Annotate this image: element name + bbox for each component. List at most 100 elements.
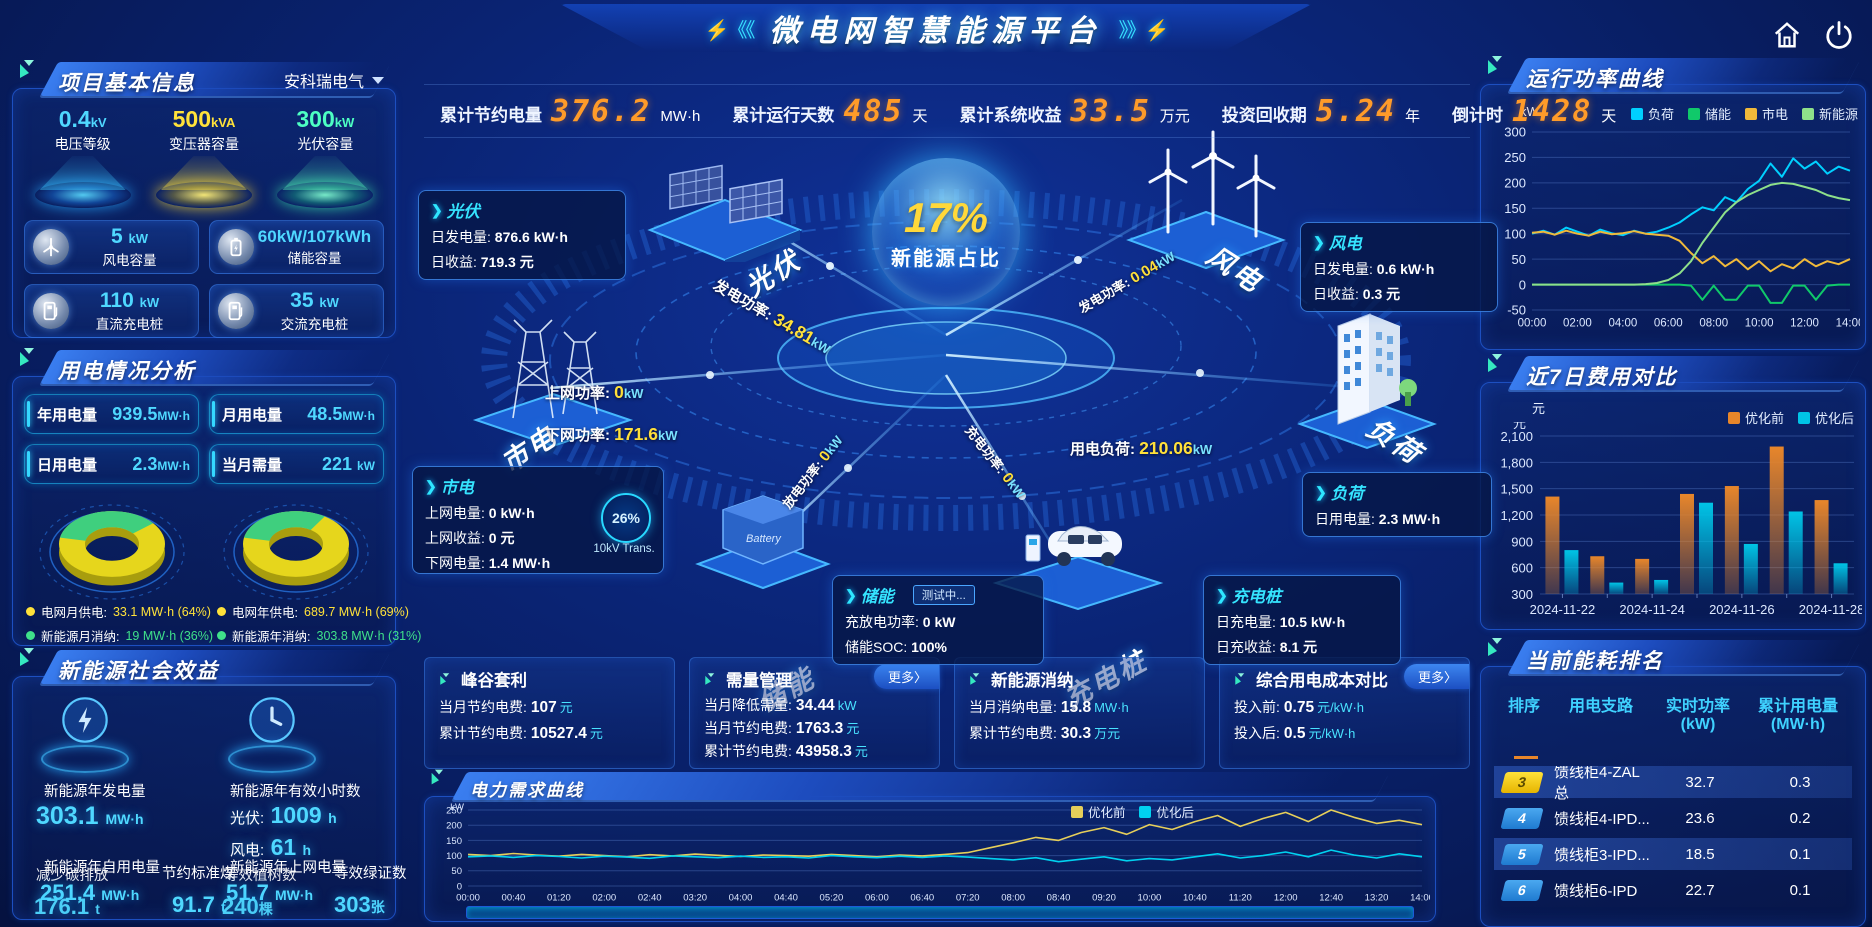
rank-badge: 5 (1500, 843, 1544, 865)
svg-text:Battery: Battery (746, 533, 782, 545)
glow-base (155, 182, 252, 208)
svg-text:2024-11-26: 2024-11-26 (1709, 602, 1775, 617)
rank-badge: 3 (1500, 771, 1544, 793)
svg-text:00:00: 00:00 (456, 893, 480, 903)
panel-cost-compare: 近7日费用对比 元 优化前 优化后 2,100 1,800 1,500 1,200 90… (1480, 354, 1866, 630)
hours-pedestal (217, 694, 327, 773)
svg-text:1,800: 1,800 (1500, 455, 1533, 470)
svg-text:2024-11-22: 2024-11-22 (1530, 602, 1596, 617)
company-dropdown[interactable]: 安科瑞电气 (284, 68, 384, 92)
kpi-system-income: 累计系统收益 33.5 万元 (959, 93, 1190, 129)
panel-social-benefit: 新能源社会效益 新能源年发电量 303.1 MW·h 新能源年有效小时数 光伏:… (12, 648, 407, 920)
svg-text:04:00: 04:00 (729, 893, 753, 903)
svg-text:08:00: 08:00 (1001, 893, 1025, 903)
svg-text:09:20: 09:20 (1092, 893, 1116, 903)
transformer-capacity: 500kVA 变压器容量 (143, 106, 264, 214)
panel-title: 用电情况分析 (58, 360, 196, 383)
more-button[interactable]: 更多〉 (1403, 664, 1469, 689)
svg-text:11:20: 11:20 (1229, 893, 1252, 903)
table-row[interactable]: 4 馈线柜4-IPD... 23.6 0.2 (1494, 802, 1852, 834)
panel-demand-curve: 电力需求曲线 优化前 优化后 250 200 150 100 50 0 kW 00:00 00:… (424, 769, 1436, 922)
svg-text:900: 900 (1511, 534, 1533, 549)
home-icon[interactable] (1772, 20, 1802, 50)
renewable-share-value: 17% (903, 193, 989, 241)
svg-text:300: 300 (1504, 125, 1526, 140)
panel-corner-icon (1488, 56, 1502, 74)
grid-node-graphic (472, 319, 634, 448)
panel-title: 新能源社会效益 (58, 660, 219, 683)
legend-storage[interactable]: 储能 (1687, 104, 1731, 123)
kpi-countdown: 倒计时 1428 天 (1452, 93, 1617, 129)
page-title: 微电网智慧能源平台 (769, 15, 1103, 48)
svg-text:04:00: 04:00 (1608, 318, 1637, 330)
table-row[interactable]: 3 馈线柜4-ZAL总 32.7 0.3 (1494, 766, 1852, 802)
y-axis-unit: kW (1520, 104, 1539, 119)
svg-text:10:00: 10:00 (1138, 893, 1162, 903)
year-supply-donut (211, 492, 381, 605)
storage-node-graphic: Battery (695, 495, 831, 590)
svg-text:02:00: 02:00 (592, 893, 616, 903)
gen-label: 新能源年发电量 (44, 784, 146, 800)
wind-info-box: ❯ 风电 日发电量: 0.6 kW·h 日收益: 0.3 元 (1300, 222, 1498, 312)
corner-icon (1235, 673, 1245, 685)
box-renewable-consumption: 新能源消纳 当月消纳电量: 15.8 MW·h 累计节约电费: 30.3 万元 (954, 657, 1205, 769)
renewable-share-label: 新能源占比 (891, 247, 1001, 270)
load-info-box: ❯ 负荷 日用电量: 2.3 MW·h (1302, 472, 1492, 537)
kpi-payback-period: 投资回收期 5.24 年 (1221, 93, 1421, 129)
panel-title: 运行功率曲线 (1526, 68, 1664, 91)
cost-bar-chart: 2,100 1,800 1,500 1,200 900 600 300 元 2024-11-22… (1482, 416, 1864, 629)
svg-text:100: 100 (1504, 226, 1526, 241)
card-storage-capacity: 60kW/107kWh 储能容量 (209, 220, 384, 274)
svg-text:12:00: 12:00 (1790, 318, 1819, 330)
demand-line-chart: 250 200 150 100 50 0 kW 00:00 00:40 01:20 02:00 02:… (430, 802, 1434, 907)
light-beam (160, 156, 247, 190)
svg-text:元: 元 (1513, 422, 1526, 431)
datazoom-slider[interactable] (466, 906, 1414, 919)
box-demand-management: 需量管理 更多〉 当月降低需量: 34.44 kW 当月节约电费: 1763.3 元 累… (689, 657, 940, 769)
demand-legend: 优化前 优化后 (1070, 802, 1194, 821)
power-icon[interactable] (1824, 20, 1854, 50)
light-beam (39, 156, 126, 190)
hours-label: 新能源年有效小时数 (230, 784, 361, 800)
svg-text:10:00: 10:00 (1745, 318, 1774, 330)
more-button[interactable]: 更多〉 (873, 664, 939, 689)
table-row[interactable]: 5 馈线柜3-IPD... 18.5 0.1 (1494, 838, 1852, 870)
svg-text:200: 200 (1504, 176, 1526, 191)
svg-text:14:00: 14:00 (1410, 893, 1430, 903)
table-row[interactable]: 6 馈线柜6-IPD 22.7 0.1 (1494, 874, 1852, 902)
battery-icon (218, 229, 254, 265)
pv-node-graphic (647, 164, 803, 262)
svg-text:250: 250 (1504, 150, 1526, 165)
testing-badge: 测试中... (912, 585, 975, 605)
svg-text:12:00: 12:00 (1274, 893, 1298, 903)
svg-text:2024-11-28: 2024-11-28 (1799, 602, 1862, 617)
svg-text:0: 0 (457, 881, 462, 892)
legend-renewable[interactable]: 新能源 (1801, 104, 1858, 123)
charger-info-box: ❯ 充电桩 日充电量: 10.5 kW·h 日充收益: 8.1 元 (1203, 575, 1401, 665)
transformer-label: 10kV Trans. (593, 543, 655, 555)
svg-text:0: 0 (1519, 277, 1526, 292)
flow-feed-in-power: 上网功率: 0kW (545, 382, 644, 402)
legend-grid[interactable]: 市电 (1744, 104, 1788, 123)
yellow-dot (26, 607, 35, 616)
legend-load[interactable]: 负荷 (1630, 104, 1674, 123)
green-dot (26, 631, 35, 640)
glow-base (34, 182, 131, 208)
svg-text:00:00: 00:00 (1518, 318, 1547, 330)
svg-text:kW: kW (450, 802, 464, 813)
legend-after[interactable]: 优化后 (1139, 802, 1194, 821)
legend-after[interactable]: 优化后 (1797, 408, 1854, 427)
legend-before[interactable]: 优化前 (1727, 408, 1784, 427)
chevron-down-icon (372, 76, 384, 84)
cost-legend: 优化前 优化后 (1727, 408, 1854, 427)
svg-text:12:40: 12:40 (1319, 893, 1343, 903)
svg-text:03:20: 03:20 (683, 893, 707, 903)
y-axis-unit: 元 (1532, 401, 1546, 416)
stat-month-demand: 当月需量 221 kW (209, 444, 384, 484)
wind-node-graphic (1126, 130, 1286, 270)
rank-badge: 6 (1500, 879, 1544, 901)
legend-before[interactable]: 优化前 (1070, 802, 1125, 821)
svg-text:06:00: 06:00 (865, 893, 889, 903)
svg-text:10:40: 10:40 (1183, 893, 1207, 903)
